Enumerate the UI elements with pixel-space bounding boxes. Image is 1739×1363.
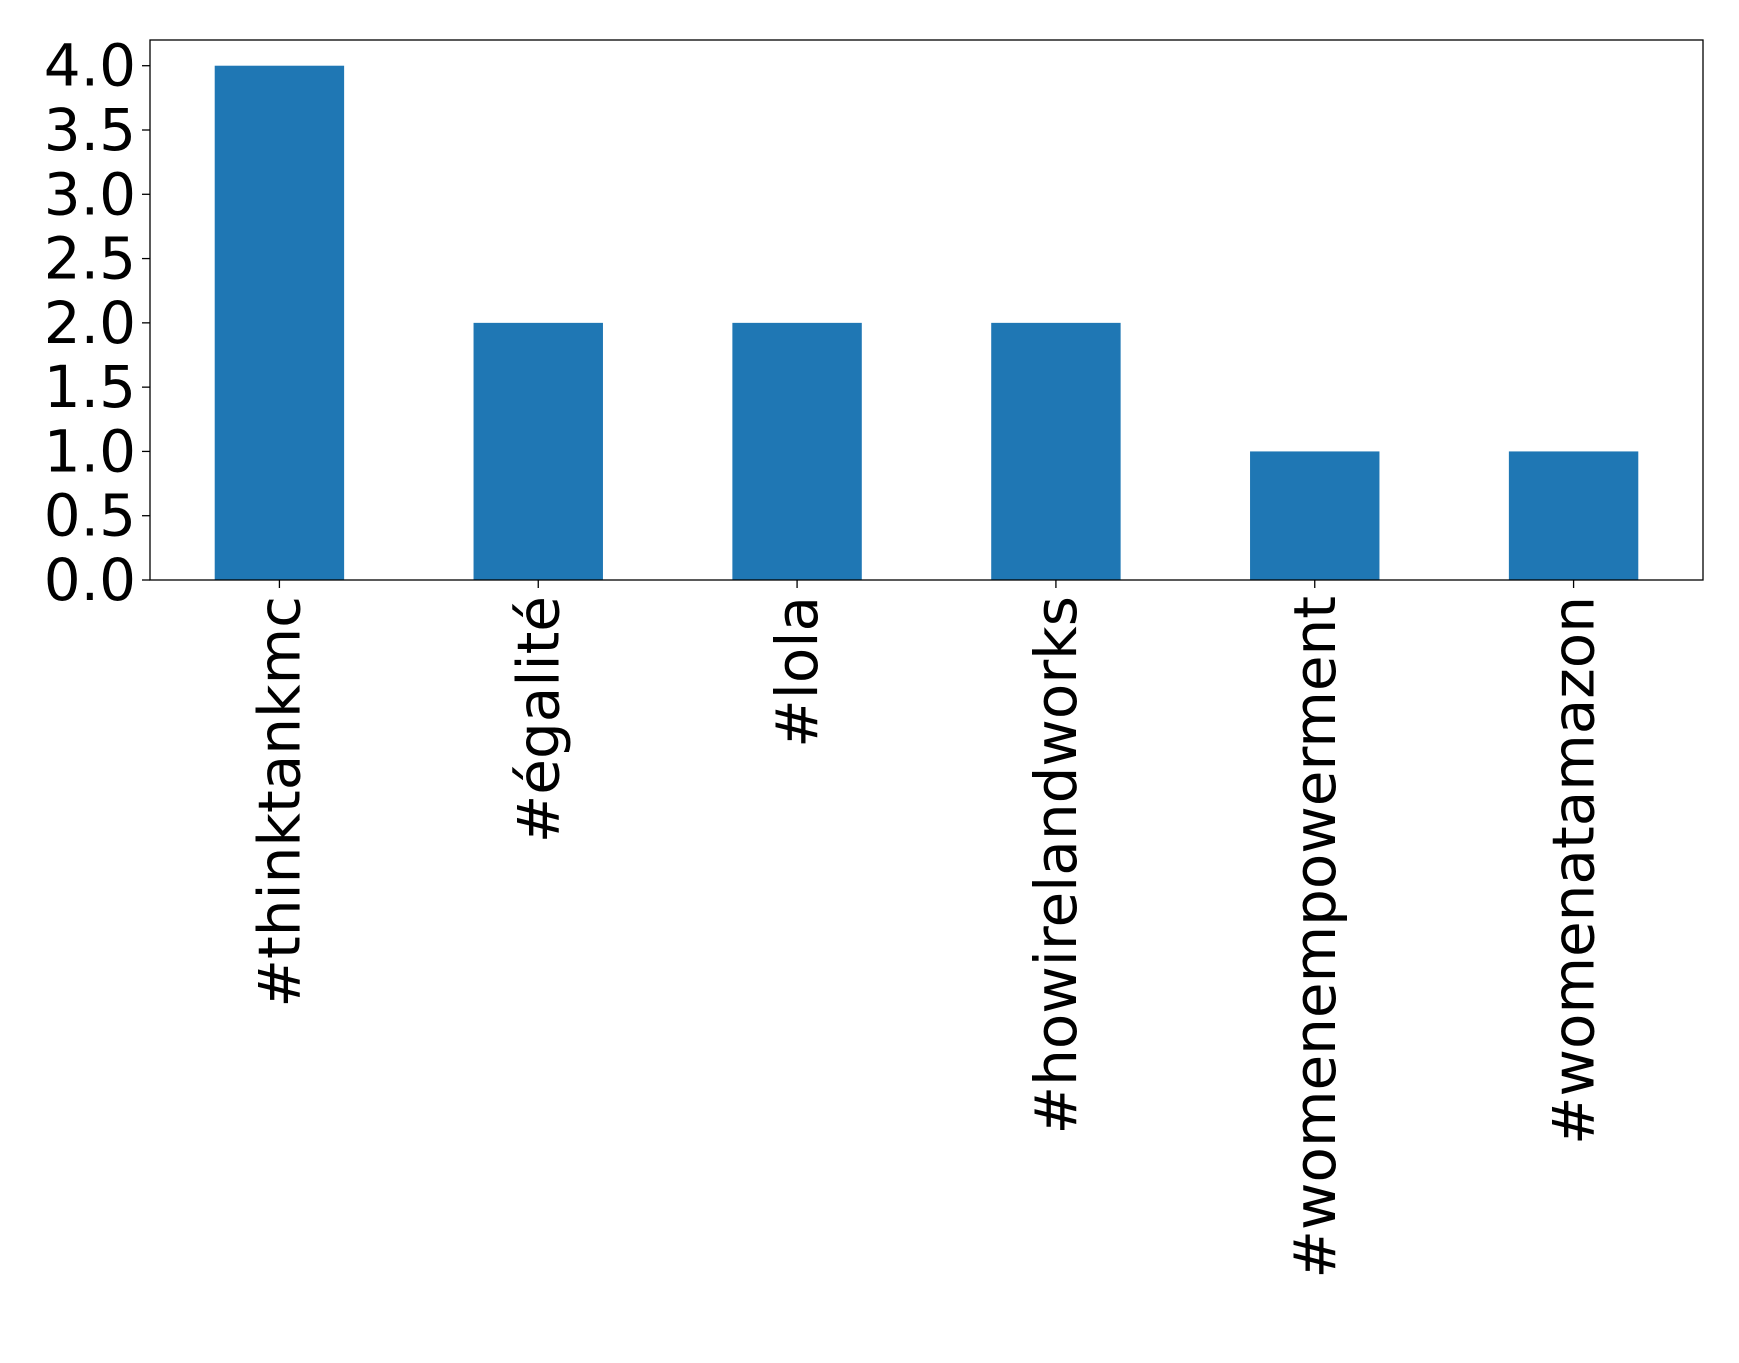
- x-tick-label: #lola: [763, 596, 831, 748]
- y-axis: 0.00.51.01.52.02.53.03.54.0: [44, 32, 150, 614]
- x-tick-label: #womenempowerment: [1281, 596, 1349, 1279]
- bar-4: [1250, 451, 1380, 580]
- x-tick-label: #howirelandworks: [1022, 596, 1090, 1134]
- plot-frame: [149, 39, 1704, 581]
- bar-2: [732, 322, 862, 580]
- y-tick-label: 0.0: [44, 546, 136, 614]
- x-tick-label: #thinktankmc: [245, 596, 313, 1008]
- bar-3: [991, 322, 1121, 580]
- y-tick-label: 1.5: [44, 353, 136, 421]
- y-tick-label: 3.0: [44, 160, 136, 228]
- y-tick-label: 0.5: [44, 482, 136, 550]
- bars-layer: [214, 65, 1639, 580]
- bar-1: [473, 322, 603, 580]
- y-tick-label: 2.5: [44, 225, 136, 293]
- y-tick-label: 3.5: [44, 96, 136, 164]
- y-tick-label: 1.0: [44, 417, 136, 485]
- bar-0: [214, 65, 345, 580]
- bar-5: [1508, 451, 1639, 580]
- axes-layer: [149, 39, 1704, 581]
- y-tick-label: 2.0: [44, 289, 136, 357]
- x-tick-label: #womenatamazon: [1540, 596, 1608, 1145]
- x-tick-label: #égalité: [504, 596, 572, 843]
- x-axis: #thinktankmc #égalité #lola #howirelandwork…: [245, 580, 1608, 1279]
- y-tick-label: 4.0: [44, 32, 136, 100]
